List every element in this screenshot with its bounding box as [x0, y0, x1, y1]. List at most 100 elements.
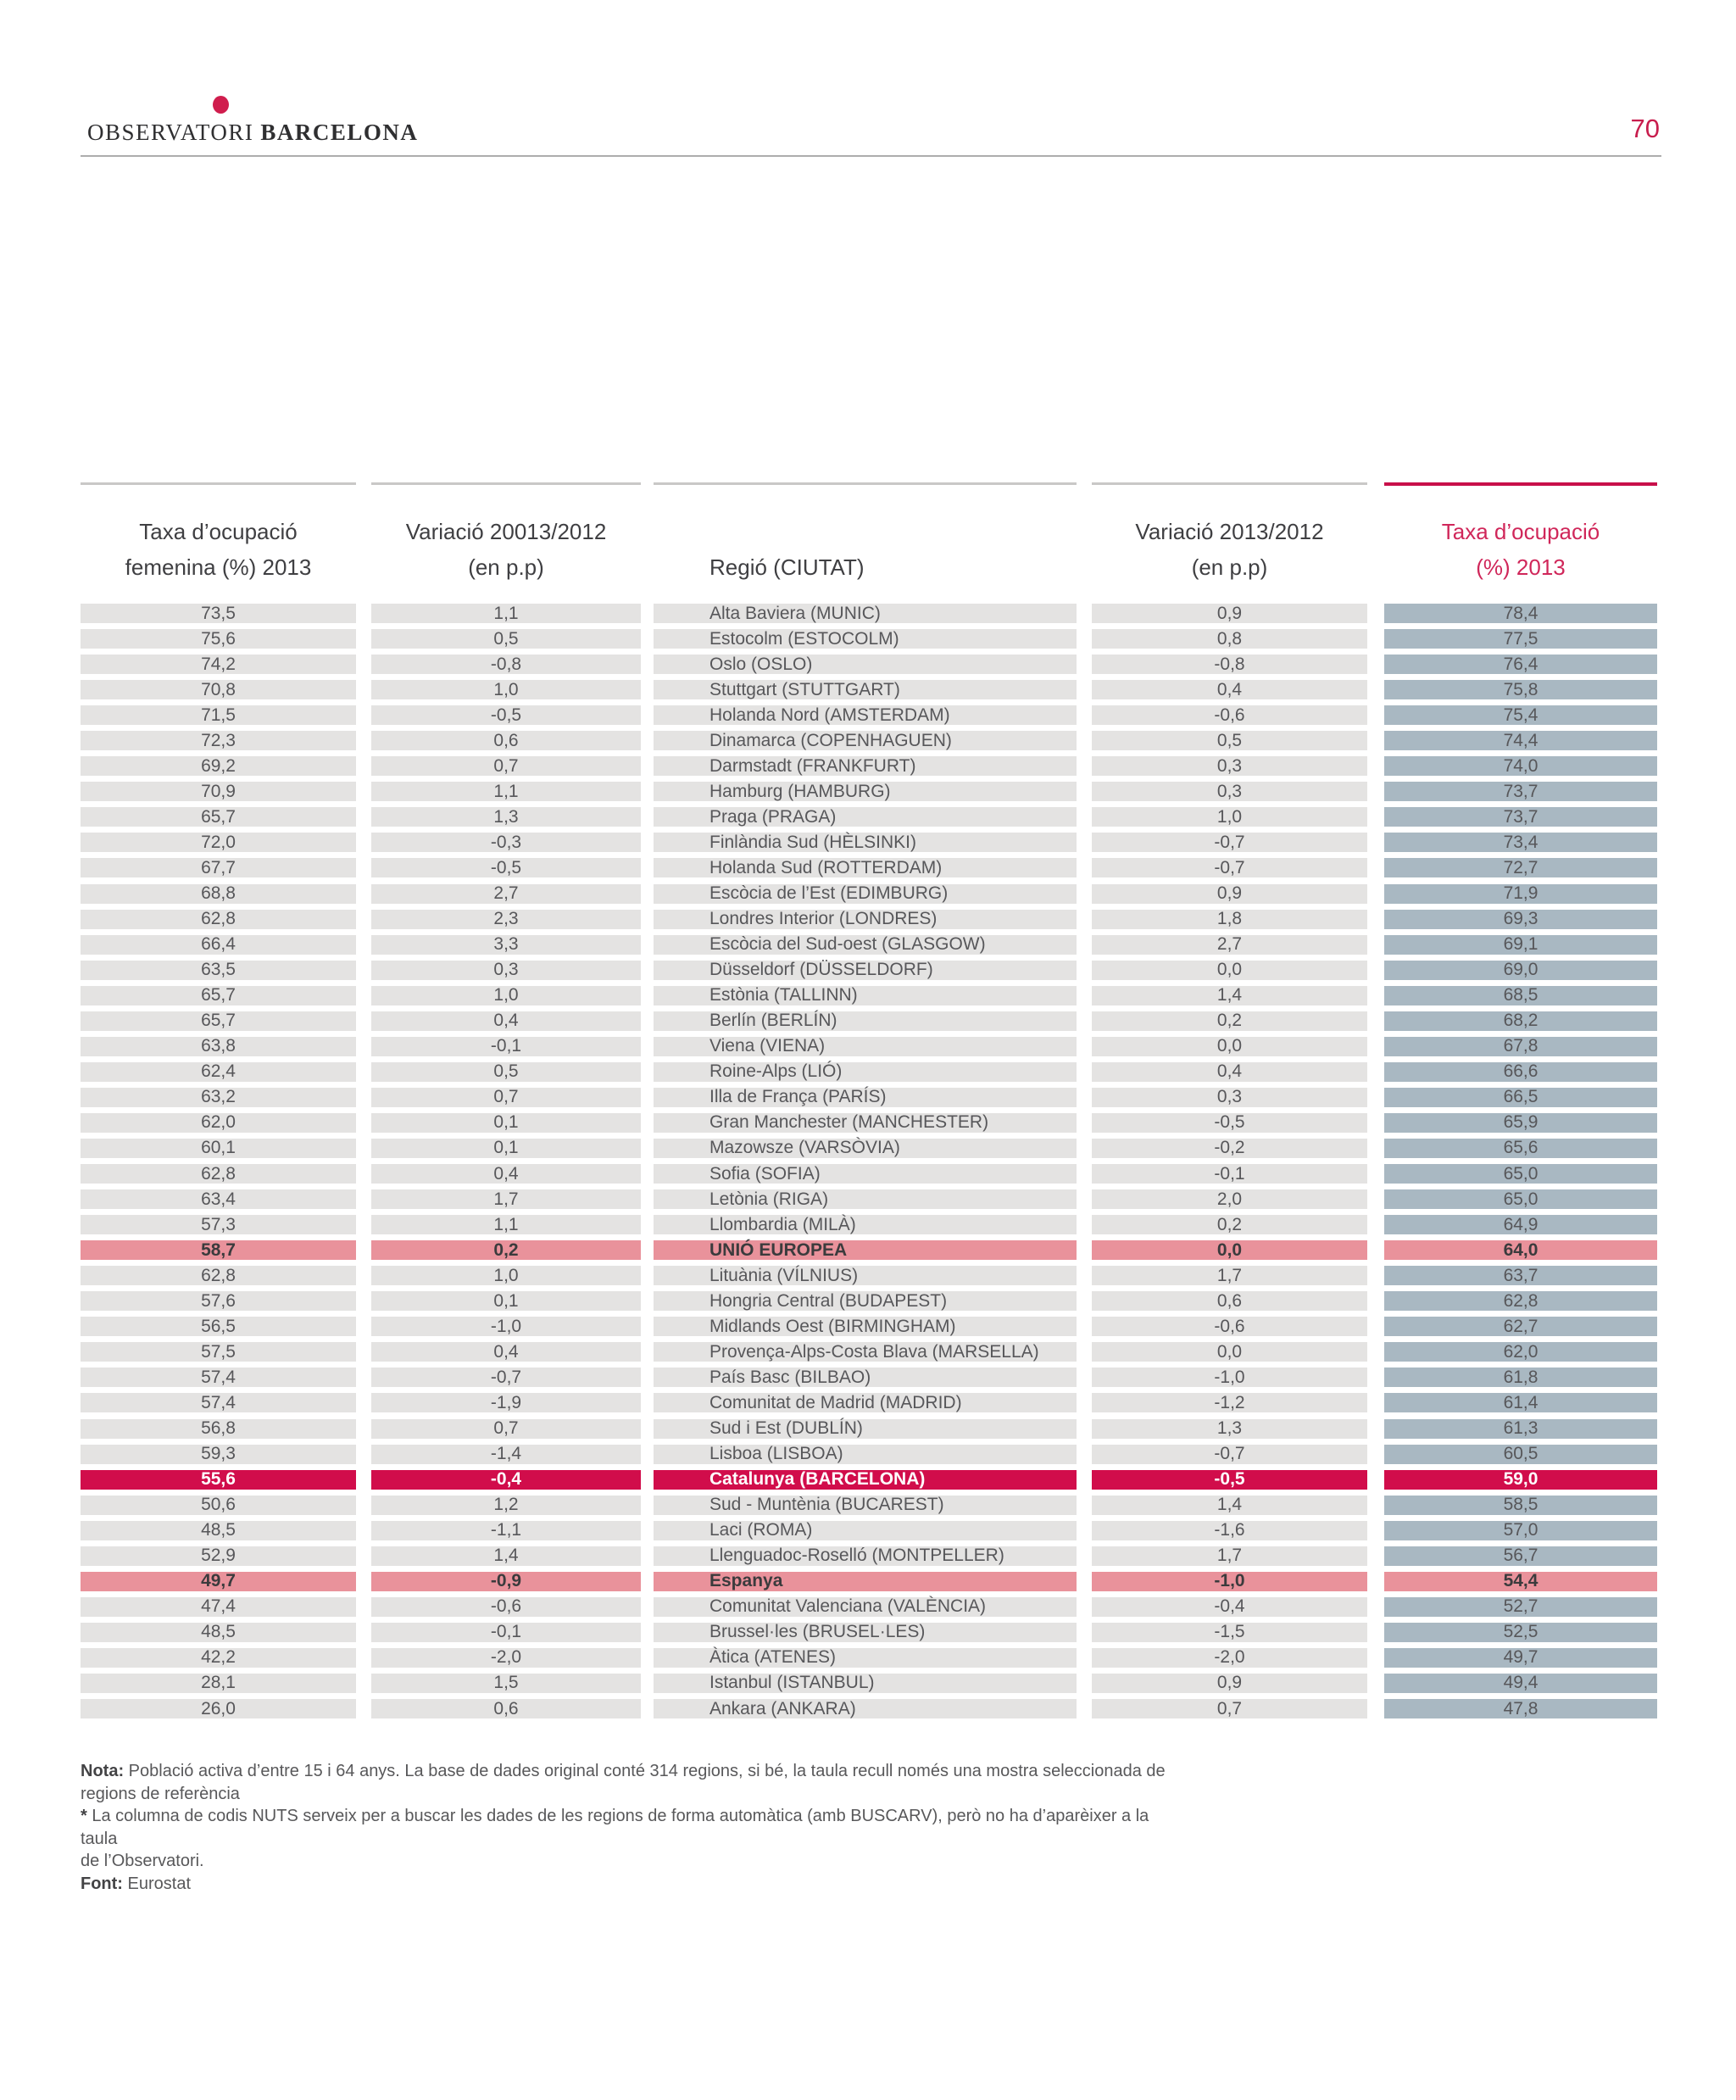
cell-fem: 75,6: [81, 629, 356, 649]
source-line: Font: Eurostat: [81, 1874, 192, 1893]
cell-var1: 1,3: [371, 807, 641, 827]
table-row: 73,5 1,1 Alta Baviera (MUNIC) 0,9 78,4: [81, 604, 1659, 629]
cell-taxa: 66,5: [1384, 1087, 1657, 1107]
cell-taxa: 75,8: [1384, 680, 1657, 700]
cell-fem: 28,1: [81, 1673, 356, 1693]
cell-fem: 56,5: [81, 1317, 356, 1337]
cell-var1: 3,3: [371, 934, 641, 955]
cell-var2: 0,4: [1092, 1061, 1367, 1082]
cell-var2: 0,5: [1092, 731, 1367, 751]
cell-var1: 0,7: [371, 756, 641, 777]
cell-taxa: 78,4: [1384, 604, 1657, 623]
cell-var1: -0,5: [371, 858, 641, 878]
cell-fem: 49,7: [81, 1571, 356, 1591]
cell-region: Hamburg (HAMBURG): [654, 782, 1077, 802]
cell-var2: 0,3: [1092, 1087, 1367, 1107]
cell-var2: 1,4: [1092, 985, 1367, 1005]
cell-var2: 0,9: [1092, 1673, 1367, 1693]
cell-region: Darmstadt (FRANKFURT): [654, 756, 1077, 777]
table-row: 57,3 1,1 Llombardia (MILÀ) 0,2 64,9: [81, 1215, 1659, 1240]
cell-var1: 1,4: [371, 1546, 641, 1566]
cell-var1: 0,2: [371, 1240, 641, 1261]
table-row: 57,5 0,4 Provença-Alps-Costa Blava (MARSEL…: [81, 1342, 1659, 1368]
table-row: 42,2 -2,0 Àtica (ATENES) -2,0 49,7: [81, 1647, 1659, 1674]
cell-taxa: 49,7: [1384, 1647, 1657, 1668]
table-row: 26,0 0,6 Ankara (ANKARA) 0,7 47,8: [81, 1699, 1659, 1724]
table-row: 65,7 1,3 Praga (PRAGA) 1,0 73,7: [81, 807, 1659, 833]
logo-dot-icon: [213, 96, 229, 114]
cell-taxa: 68,2: [1384, 1011, 1657, 1031]
table-row: 63,8 -0,1 Viena (VIENA) 0,0 67,8: [81, 1036, 1659, 1062]
cell-taxa: 58,5: [1384, 1495, 1657, 1515]
cell-region: UNIÓ EUROPEA: [654, 1240, 1077, 1261]
cell-var1: 1,7: [371, 1189, 641, 1210]
column-header-variation-total: Variació 2013/2012 (en p.p): [1092, 482, 1367, 604]
cell-taxa: 68,5: [1384, 985, 1657, 1005]
cell-fem: 62,4: [81, 1061, 356, 1082]
cell-fem: 71,5: [81, 705, 356, 726]
cell-fem: 52,9: [81, 1546, 356, 1566]
cell-var1: 1,1: [371, 782, 641, 802]
cell-region: Hongria Central (BUDAPEST): [654, 1291, 1077, 1312]
cell-var1: 0,4: [371, 1011, 641, 1031]
observatori-barcelona-logo: observatori barcelona: [87, 111, 418, 148]
table-row: 48,5 -0,1 Brussel·les (BRUSEL·LES) -1,5 52,5: [81, 1622, 1659, 1648]
cell-fem: 58,7: [81, 1240, 356, 1261]
table-row: 70,9 1,1 Hamburg (HAMBURG) 0,3 73,7: [81, 782, 1659, 807]
cell-var1: 0,1: [371, 1112, 641, 1133]
cell-fem: 62,8: [81, 909, 356, 929]
cell-region: Letònia (RIGA): [654, 1189, 1077, 1210]
table-row: 57,6 0,1 Hongria Central (BUDAPEST) 0,6 62,8: [81, 1291, 1659, 1317]
table-row: 71,5 -0,5 Holanda Nord (AMSTERDAM) -0,6 75,4: [81, 705, 1659, 731]
table-row: 55,6 -0,4 Catalunya (BARCELONA) -0,5 59,0: [81, 1469, 1659, 1496]
table-row: 62,8 1,0 Lituània (VÍLNIUS) 1,7 63,7: [81, 1266, 1659, 1291]
cell-region: Düsseldorf (DÜSSELDORF): [654, 960, 1077, 980]
cell-taxa: 67,8: [1384, 1036, 1657, 1056]
cell-var1: 1,2: [371, 1495, 641, 1515]
cell-fem: 26,0: [81, 1699, 356, 1719]
cell-var2: -0,7: [1092, 833, 1367, 853]
table-row: 72,0 -0,3 Finlàndia Sud (HÈLSINKI) -0,7 73,4: [81, 833, 1659, 858]
table-row: 74,2 -0,8 Oslo (OSLO) -0,8 76,4: [81, 655, 1659, 680]
cell-var2: -0,6: [1092, 1317, 1367, 1337]
column-header-female-rate: Taxa d’ocupació femenina (%) 2013: [81, 482, 356, 604]
cell-var2: 0,2: [1092, 1215, 1367, 1235]
cell-var2: -0,5: [1092, 1112, 1367, 1133]
cell-taxa: 73,7: [1384, 807, 1657, 827]
table-row: 56,8 0,7 Sud i Est (DUBLÍN) 1,3 61,3: [81, 1418, 1659, 1445]
cell-region: Escòcia del Sud-oest (GLASGOW): [654, 934, 1077, 955]
cell-var2: 0,0: [1092, 1036, 1367, 1056]
table-row: 62,8 0,4 Sofia (SOFIA) -0,1 65,0: [81, 1164, 1659, 1189]
note-line: * La columna de codis NUTS serveix per a…: [81, 1807, 1149, 1848]
table-row: 50,6 1,2 Sud - Muntènia (BUCAREST) 1,4 58,5: [81, 1495, 1659, 1521]
cell-var2: 1,7: [1092, 1266, 1367, 1286]
cell-taxa: 72,7: [1384, 858, 1657, 878]
cell-region: Llombardia (MILÀ): [654, 1215, 1077, 1235]
cell-var2: 0,8: [1092, 629, 1367, 649]
source-label: Font:: [81, 1874, 123, 1893]
cell-fem: 48,5: [81, 1622, 356, 1642]
cell-var1: 1,5: [371, 1673, 641, 1693]
cell-var2: 0,3: [1092, 756, 1367, 777]
cell-fem: 62,8: [81, 1164, 356, 1184]
cell-var1: -0,8: [371, 655, 641, 675]
cell-var1: 0,7: [371, 1418, 641, 1439]
cell-var1: 1,1: [371, 604, 641, 623]
cell-fem: 65,7: [81, 1011, 356, 1031]
cell-var2: -1,0: [1092, 1368, 1367, 1388]
cell-var2: 2,0: [1092, 1189, 1367, 1210]
cell-taxa: 71,9: [1384, 883, 1657, 904]
table-row: 65,7 0,4 Berlín (BERLÍN) 0,2 68,2: [81, 1011, 1659, 1037]
cell-var2: -0,7: [1092, 858, 1367, 878]
table-body: 73,5 1,1 Alta Baviera (MUNIC) 0,9 78,4 75,6 0,…: [81, 604, 1659, 1724]
note-line: de l’Observatori.: [81, 1852, 204, 1870]
cell-region: Oslo (OSLO): [654, 655, 1077, 675]
cell-var2: -2,0: [1092, 1647, 1367, 1668]
cell-taxa: 69,0: [1384, 960, 1657, 980]
cell-taxa: 74,4: [1384, 731, 1657, 751]
table-row: 66,4 3,3 Escòcia del Sud-oest (GLASGOW) 2,7…: [81, 934, 1659, 961]
cell-var2: -0,6: [1092, 705, 1367, 726]
cell-region: Berlín (BERLÍN): [654, 1011, 1077, 1031]
table-row: 69,2 0,7 Darmstadt (FRANKFURT) 0,3 74,0: [81, 756, 1659, 782]
cell-var1: 0,5: [371, 629, 641, 649]
